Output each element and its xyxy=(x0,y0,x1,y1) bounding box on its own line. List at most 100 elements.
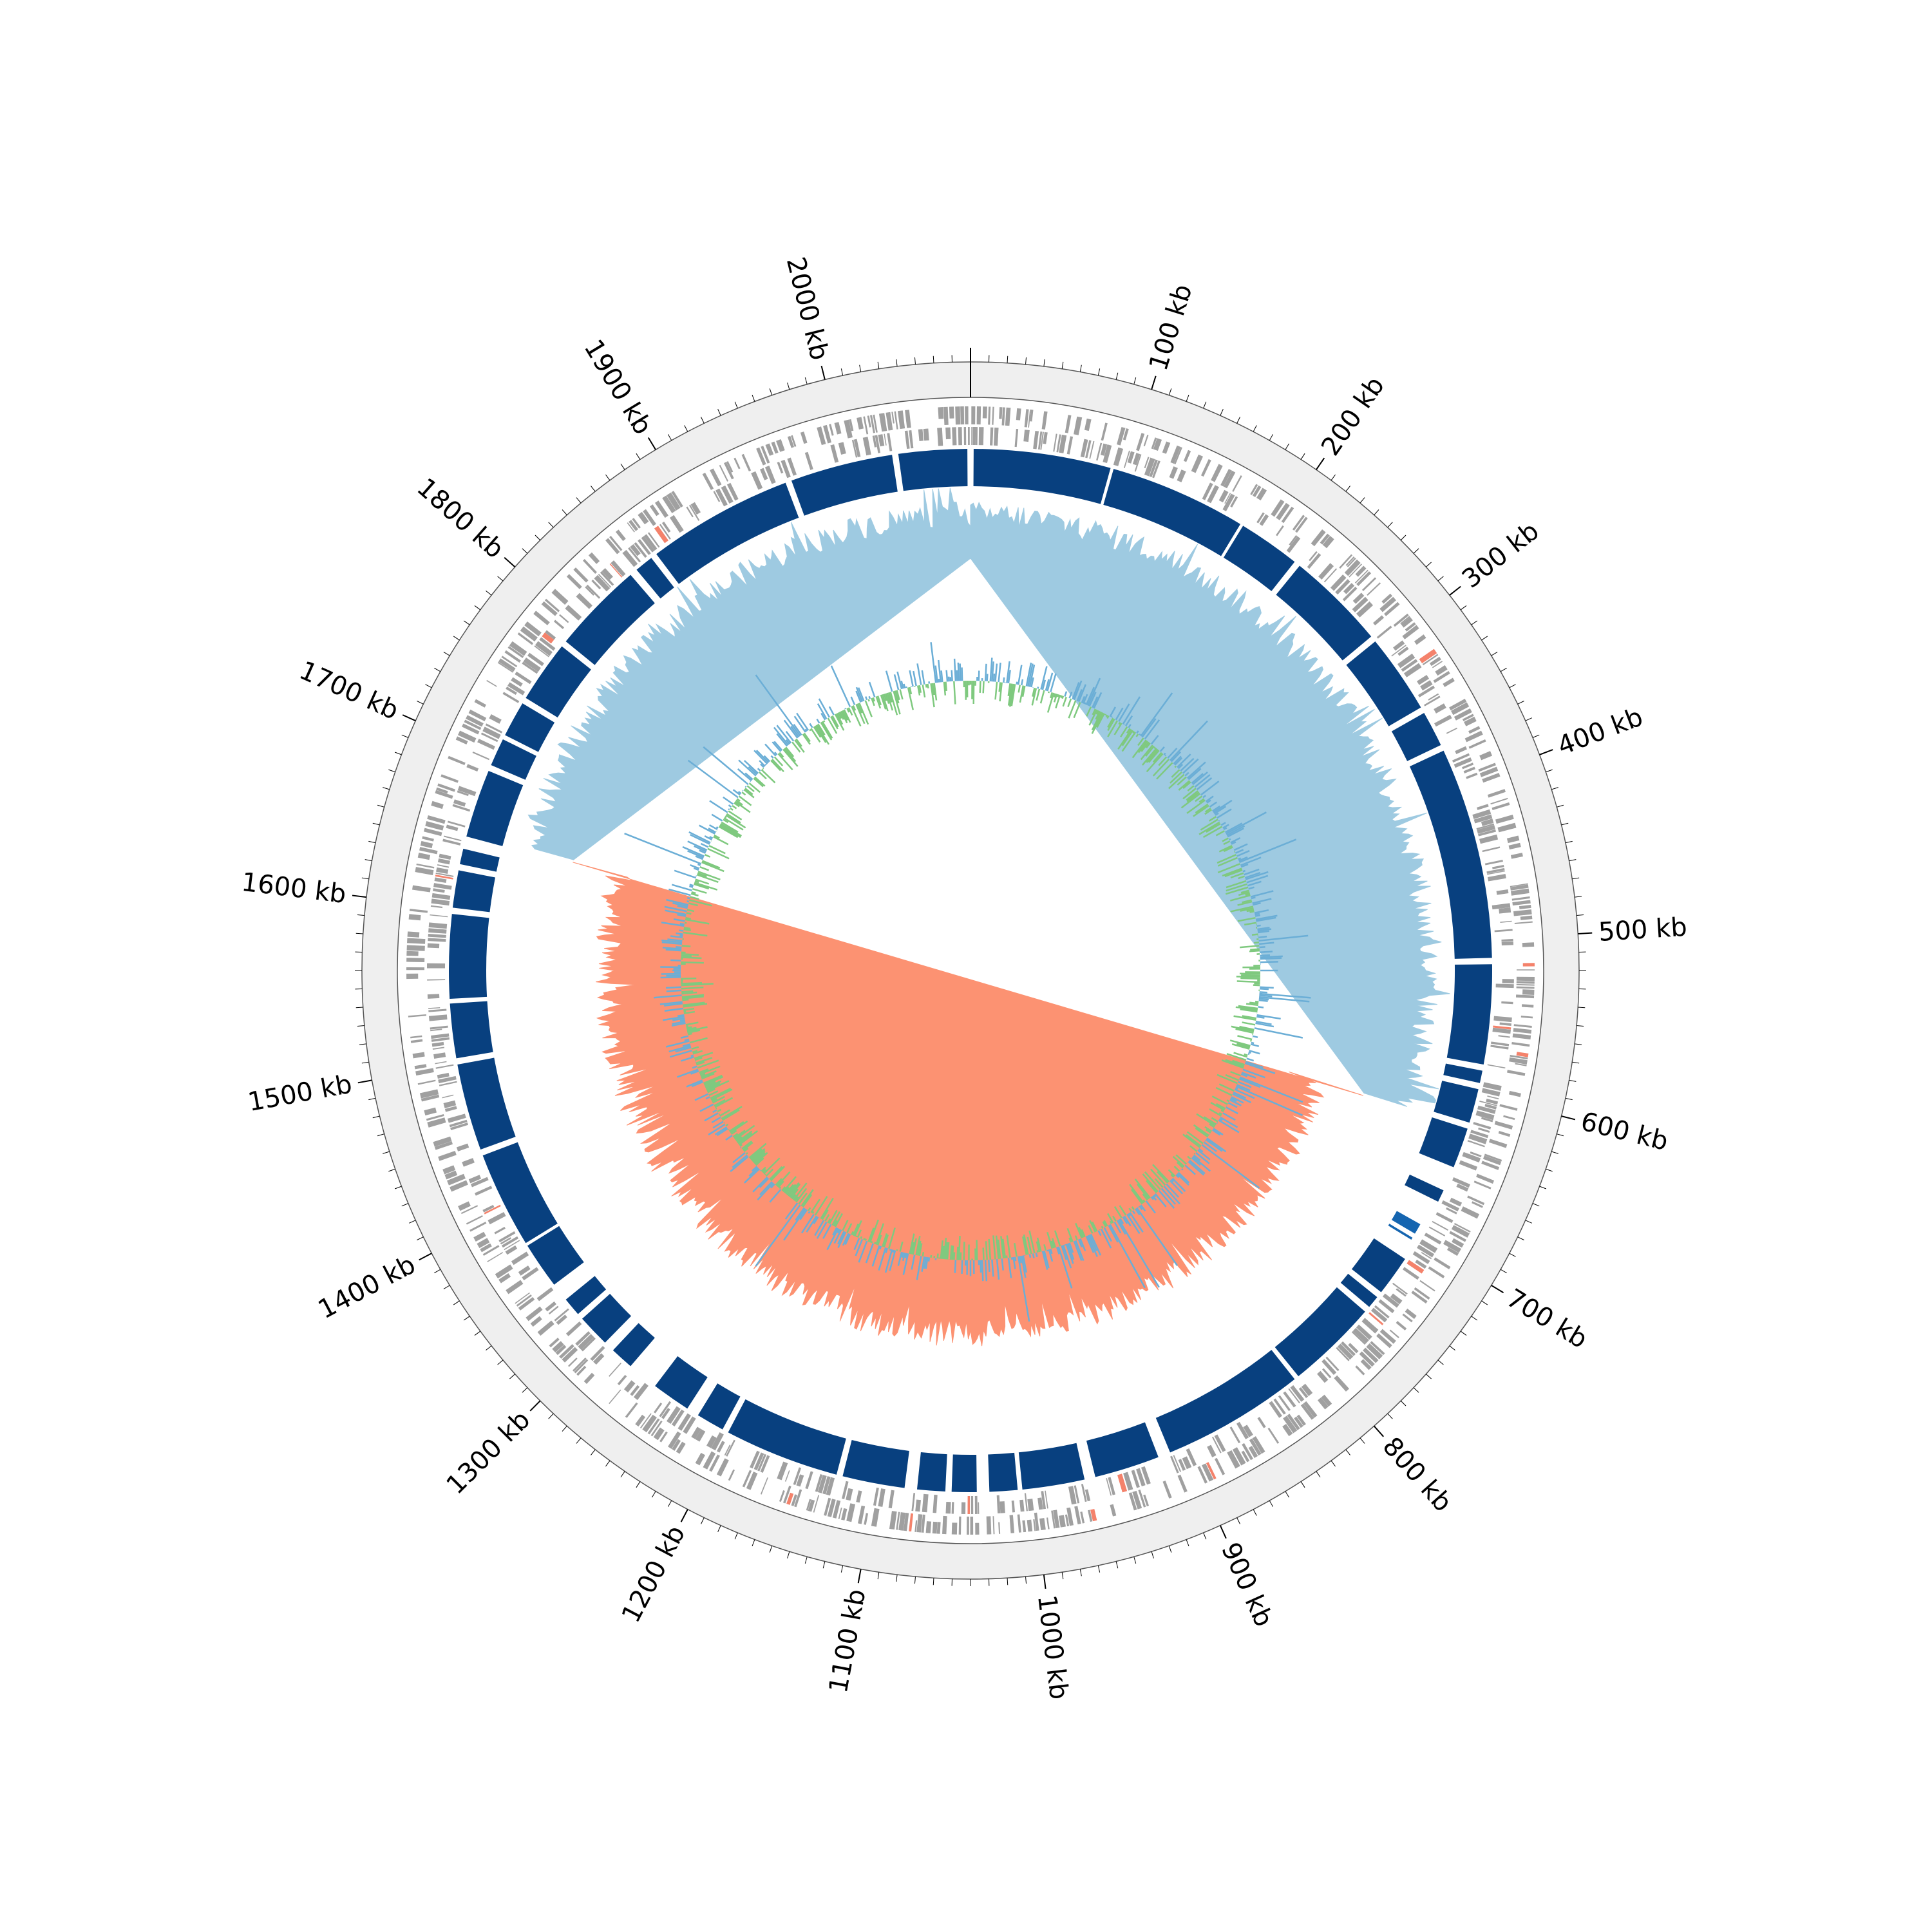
major-tick xyxy=(1449,585,1461,596)
syntenic-block-highlight xyxy=(1388,1224,1413,1240)
minor-tick xyxy=(377,804,384,808)
gene xyxy=(784,1470,790,1482)
gene xyxy=(1123,1472,1133,1491)
syntenic-block xyxy=(466,771,524,846)
gene xyxy=(409,909,428,913)
minor-tick xyxy=(769,388,773,395)
gene xyxy=(516,1294,532,1307)
gene xyxy=(974,1495,978,1514)
minor-tick xyxy=(443,651,450,656)
gene xyxy=(520,626,538,642)
gene xyxy=(1074,1506,1081,1525)
minor-tick xyxy=(1236,417,1240,424)
gene xyxy=(457,790,469,797)
gene xyxy=(659,1401,672,1417)
gene xyxy=(844,419,853,439)
gene xyxy=(609,1389,621,1405)
gene xyxy=(1019,1499,1025,1512)
gene xyxy=(654,500,668,518)
gene xyxy=(470,1177,489,1188)
gene xyxy=(1397,653,1416,668)
gene xyxy=(1367,582,1381,596)
gene xyxy=(1252,485,1262,497)
gene xyxy=(1356,1324,1372,1340)
gene xyxy=(426,1113,444,1121)
minor-tick xyxy=(394,752,402,755)
syntenic-block xyxy=(697,1383,741,1430)
gene xyxy=(1068,1486,1077,1505)
gene xyxy=(1170,1455,1179,1473)
minor-tick xyxy=(859,365,862,372)
gene xyxy=(1191,454,1204,473)
gene xyxy=(511,1251,529,1265)
syntenic-block xyxy=(612,1323,655,1367)
minor-tick xyxy=(1374,509,1379,515)
coordinate-ticks xyxy=(352,348,1593,1589)
gene xyxy=(889,1511,897,1530)
gene xyxy=(506,1280,524,1294)
gene xyxy=(750,1450,760,1469)
gene xyxy=(978,427,984,446)
minor-tick xyxy=(1220,409,1224,416)
gene xyxy=(438,1151,457,1161)
gene xyxy=(407,931,420,938)
gene xyxy=(1462,762,1474,770)
gene xyxy=(1356,571,1372,586)
gene xyxy=(412,885,431,893)
gene xyxy=(677,1413,692,1431)
gene xyxy=(498,658,516,672)
gene xyxy=(466,715,484,727)
gene xyxy=(1379,596,1396,612)
gene xyxy=(1123,450,1130,468)
gene xyxy=(945,1501,951,1514)
gene xyxy=(1177,1474,1188,1493)
gene xyxy=(849,419,854,431)
gene xyxy=(808,1499,815,1512)
gene xyxy=(643,534,658,551)
gene xyxy=(1034,1512,1039,1531)
gene xyxy=(436,867,449,874)
minor-tick xyxy=(1491,651,1498,656)
gene xyxy=(1355,565,1367,577)
minor-tick xyxy=(822,1561,826,1569)
gene xyxy=(615,529,626,542)
gene xyxy=(495,1264,513,1279)
gene xyxy=(971,427,973,446)
minor-tick xyxy=(401,734,409,738)
rna-gene xyxy=(609,563,623,578)
gene xyxy=(1414,634,1426,645)
gene xyxy=(1495,814,1514,824)
minor-tick xyxy=(377,1133,384,1137)
gene xyxy=(1323,568,1338,583)
gene xyxy=(534,645,549,658)
gene xyxy=(1412,1251,1430,1264)
gene xyxy=(838,442,846,455)
minor-tick xyxy=(383,1151,390,1154)
gene xyxy=(1288,1388,1300,1404)
gene xyxy=(894,411,898,430)
gene xyxy=(1482,1082,1502,1091)
gene xyxy=(958,427,962,446)
gene xyxy=(1066,436,1074,455)
gene xyxy=(443,1100,457,1108)
gene xyxy=(1479,751,1493,761)
gene xyxy=(888,1490,895,1509)
gene xyxy=(639,1413,652,1429)
gene xyxy=(846,1503,856,1522)
gene xyxy=(458,1201,471,1211)
syntenic-block xyxy=(565,574,655,665)
gene xyxy=(408,1014,426,1018)
gene xyxy=(703,1451,716,1470)
gene xyxy=(437,1072,450,1079)
gene xyxy=(431,898,450,906)
gene xyxy=(1376,625,1392,639)
gene xyxy=(1037,431,1043,450)
rna-gene xyxy=(1090,1508,1097,1522)
gene xyxy=(978,1502,980,1514)
gene xyxy=(1230,496,1238,507)
gene xyxy=(1298,1387,1309,1398)
minor-tick xyxy=(1133,1557,1137,1564)
gene xyxy=(1292,515,1305,531)
gene xyxy=(1449,1197,1463,1207)
gene xyxy=(952,427,957,446)
